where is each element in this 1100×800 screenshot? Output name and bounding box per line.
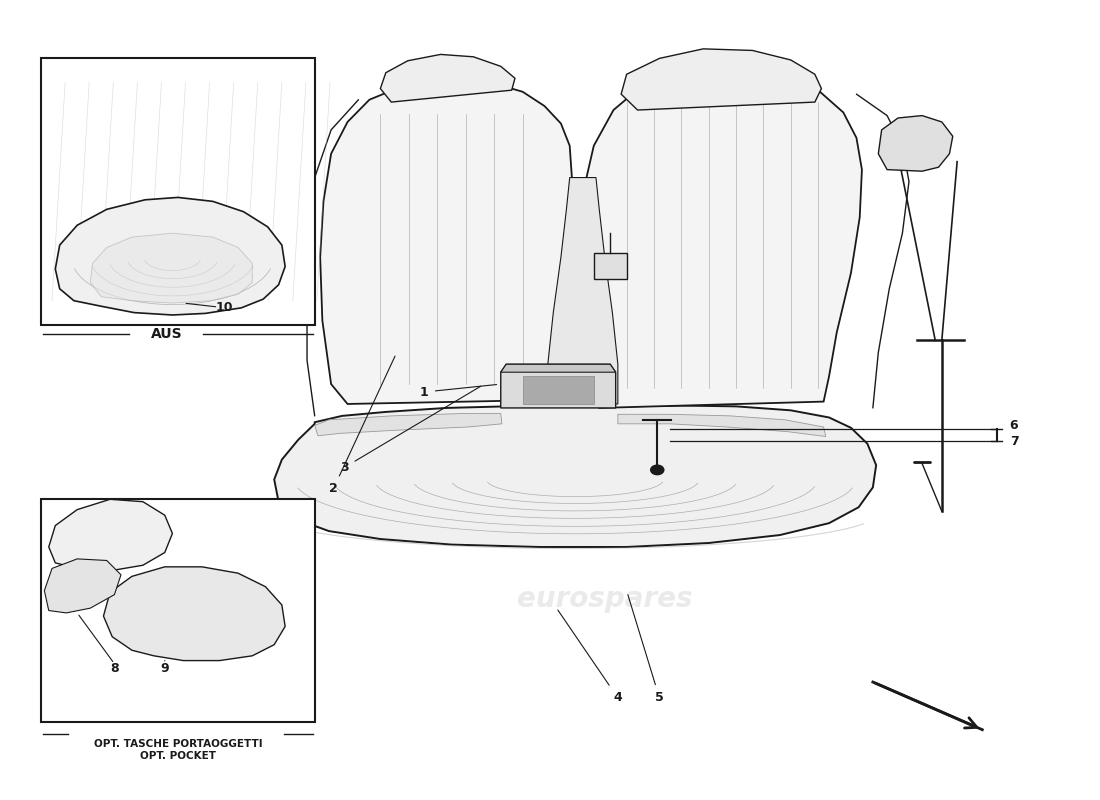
Text: OPT. TASCHE PORTAOGGETTI
OPT. POCKET: OPT. TASCHE PORTAOGGETTI OPT. POCKET	[94, 739, 262, 761]
Polygon shape	[90, 233, 252, 303]
Polygon shape	[44, 559, 121, 613]
Text: eurospares: eurospares	[79, 203, 255, 231]
Text: 5: 5	[628, 594, 663, 705]
Polygon shape	[381, 54, 515, 102]
Text: eurospares: eurospares	[79, 569, 255, 597]
Polygon shape	[548, 178, 618, 404]
Polygon shape	[594, 253, 627, 279]
Polygon shape	[618, 414, 826, 437]
Text: 10: 10	[216, 301, 232, 314]
Text: 8: 8	[110, 662, 119, 675]
FancyBboxPatch shape	[41, 58, 315, 325]
Circle shape	[651, 465, 663, 474]
Polygon shape	[621, 49, 822, 110]
Text: 2: 2	[329, 356, 395, 495]
Text: 4: 4	[558, 610, 623, 705]
Text: 1: 1	[420, 385, 496, 398]
Text: eurospares: eurospares	[517, 346, 693, 374]
Text: eurospares: eurospares	[517, 585, 693, 613]
Text: 6: 6	[1010, 419, 1019, 432]
Polygon shape	[55, 198, 285, 315]
Polygon shape	[315, 414, 502, 436]
Polygon shape	[579, 70, 862, 408]
Text: 3: 3	[340, 386, 481, 474]
Polygon shape	[320, 78, 572, 404]
Polygon shape	[48, 499, 173, 571]
Polygon shape	[274, 406, 876, 547]
Text: AUS: AUS	[151, 327, 183, 341]
Text: 7: 7	[1010, 435, 1019, 448]
FancyBboxPatch shape	[41, 499, 315, 722]
Polygon shape	[500, 364, 616, 408]
Polygon shape	[878, 115, 953, 171]
Text: 9: 9	[161, 662, 169, 675]
Polygon shape	[103, 567, 285, 661]
Polygon shape	[522, 376, 594, 404]
Polygon shape	[500, 364, 616, 372]
